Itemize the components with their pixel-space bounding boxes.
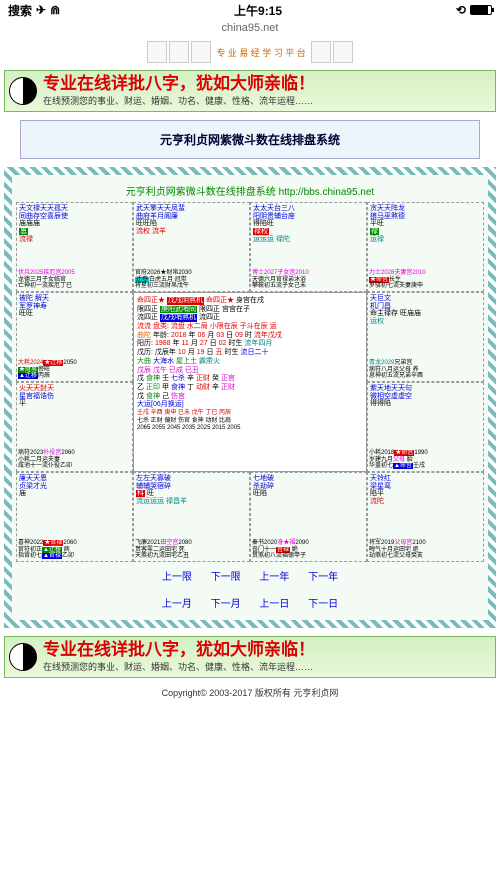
- yinyang-icon: [9, 643, 37, 671]
- next-limit-link[interactable]: 下一限: [211, 572, 241, 583]
- nav-row-1: 上一限 下一限 上一年 下一年: [16, 562, 484, 589]
- next-year-link[interactable]: 下一年: [308, 572, 338, 583]
- strip-label: 专 业 易 经 学 习 平 台: [216, 46, 306, 59]
- palace-3[interactable]: 贪天天阵龙 狼马巫煞德 平旺 禄 运禄 力士2028夫妻宫2010 ★命宫长生 …: [367, 202, 484, 292]
- rotation-lock-icon: ⟲: [456, 3, 466, 17]
- top-banner[interactable]: 专业在线详批八字，犹如大师亲临！ 在线预测您的事业、财运、婚姻、功名、健康、性格…: [4, 70, 496, 112]
- battery-icon: [470, 5, 492, 15]
- prev-day-link[interactable]: 上一日: [259, 599, 289, 610]
- palace-11[interactable]: 天铃红 梁星鸾 陷平 流陀 将军2019父母宫2100 晦气十月运田宅 绝 劫煞…: [367, 472, 484, 562]
- prev-month-link[interactable]: 上一月: [162, 599, 192, 610]
- search-label: 搜索: [8, 2, 32, 19]
- chart-header: 元亨利贞网紫微斗数在线排盘系统 http://bbs.china95.net: [16, 179, 484, 202]
- chart-container: 元亨利贞网紫微斗数在线排盘系统 http://bbs.china95.net 天…: [4, 167, 496, 628]
- palace-2[interactable]: 太太天台三八 阳阴贵辅台座 得陷旺 禄权 运运运 禄陀 博士2027子女宫201…: [250, 202, 367, 292]
- palace-4[interactable]: 被陀 解天 军罗神寿 旺旺 大耗2024★迁移2050 ★财帛帝旺 ▲迁移丙辰: [16, 292, 133, 382]
- prev-limit-link[interactable]: 上一限: [162, 572, 192, 583]
- system-title: 元亨利贞网紫微斗数在线排盘系统: [20, 120, 480, 159]
- airplane-icon: ✈: [36, 3, 46, 17]
- next-month-link[interactable]: 下一月: [211, 599, 241, 610]
- banner-sub: 在线预测您的事业、财运、婚姻、功名、健康、性格、流年运程……: [43, 94, 315, 107]
- palace-0[interactable]: 天文禄天天孤天 同曲存空喜辰使 庙庙庙 恩 流禄 伏兵2025疾厄宫2005 龙…: [16, 202, 133, 292]
- prev-year-link[interactable]: 上一年: [259, 572, 289, 583]
- status-bar: 搜索 ✈ ⋒ 上午9:15 ⟲: [0, 0, 500, 20]
- ziwei-grid: 天文禄天天孤天 同曲存空喜辰使 庙庙庙 恩 流禄 伏兵2025疾厄宫2005 龙…: [16, 202, 484, 562]
- banner-title: 专业在线详批八字，犹如大师亲临！: [43, 641, 315, 658]
- palace-10[interactable]: 七地破 杀劫碎 旺陷 秦书2020身★福2090 丧门十一宫禄 絶 贯煞初八流福…: [250, 472, 367, 562]
- yinyang-icon: [9, 77, 37, 105]
- bottom-banner[interactable]: 专业在线详批八字，犹如大师亲临！ 在线预测您的事业、财运、婚姻、功名、健康、性格…: [4, 636, 496, 678]
- banner-title: 专业在线详批八字，犹如大师亲临！: [43, 75, 315, 92]
- copyright: Copyright© 2003-2017 版权所有 元亨利贞网: [0, 682, 500, 703]
- ad-strip: 专 业 易 经 学 习 平 台: [4, 38, 496, 66]
- nav-row-2: 上一月 下一月 上一日 下一日: [16, 589, 484, 616]
- palace-6[interactable]: 火天天封天 星官福诰伤 平 病符2023扑役宫2060 小耗二月运夫妻 咸池十一…: [16, 382, 133, 472]
- wifi-icon: ⋒: [50, 3, 60, 17]
- clock: 上午9:15: [234, 2, 282, 19]
- next-day-link[interactable]: 下一日: [308, 599, 338, 610]
- palace-9[interactable]: 左左天寡破 辅辅哭宿碎 科 旺 流运运运 禄昌羊 飞廉2021田空宫2080 贳…: [133, 472, 250, 562]
- palace-8[interactable]: 廉天天恩 贞梁才光 庙 喜神2022★官禄2060 官符初正▲迁移 病 指背初七…: [16, 472, 133, 562]
- url-bar[interactable]: china95.net: [0, 20, 500, 36]
- palace-5[interactable]: 天巨文 机门昌 命主禄存 旺庙庙 运权 青龙2029兄弟宫 病符八月运父母 养 …: [367, 292, 484, 382]
- palace-1[interactable]: 武天擎天天凤蜚 曲府羊月阁廉 旺旺陷 流权 流羊 官府2026★财帛2030 迁…: [133, 202, 250, 292]
- palace-7[interactable]: 紫天地天天句 微相空虚虚空 得得陷 小耗2018★命宫1990 岁建九月父母 胎…: [367, 382, 484, 472]
- banner-sub: 在线预测您的事业、财运、婚姻、功名、健康、性格、流年运程……: [43, 660, 315, 673]
- center-info: 命四正★ 戊戌阴煞机 命四正★ 身宫在戌 限四正 庚阳武哨同 限四正 宫宫在子 …: [133, 292, 367, 472]
